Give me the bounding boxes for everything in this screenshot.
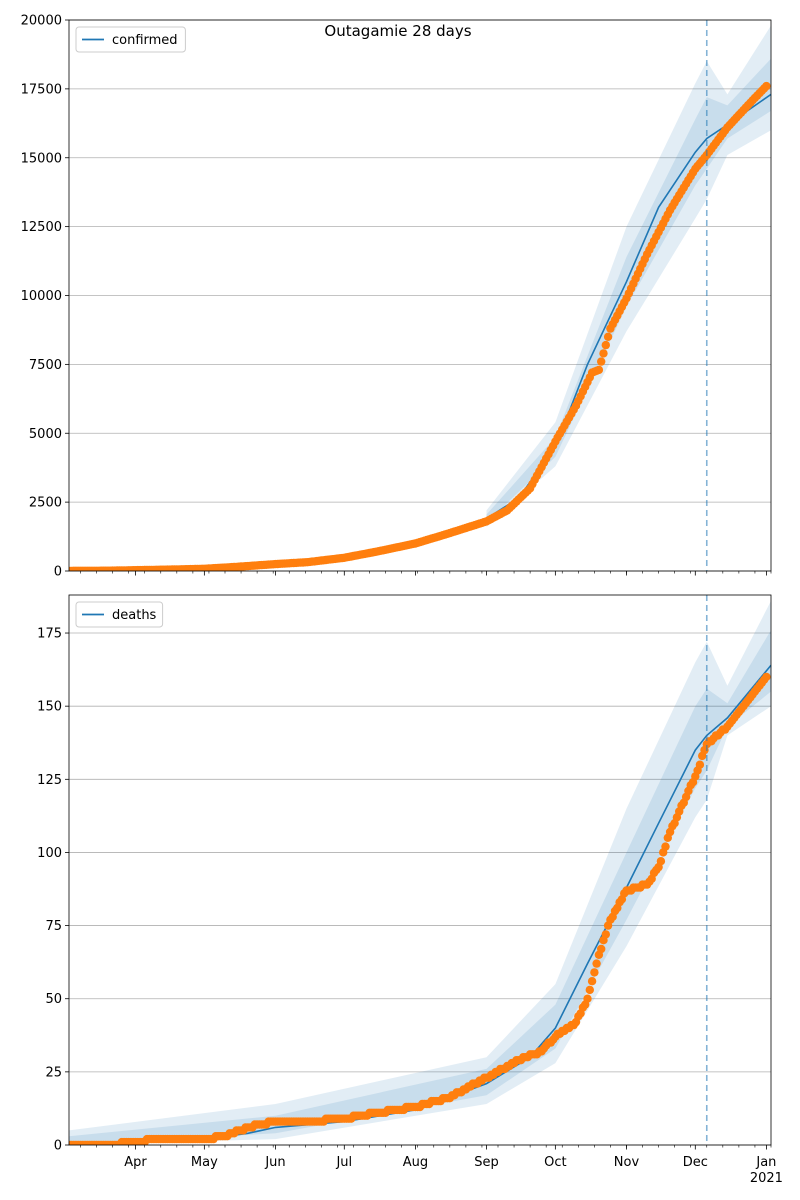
y-tick-label: 17500 — [21, 82, 62, 97]
y-tick-label: 0 — [54, 1139, 62, 1154]
y-tick-label: 100 — [37, 846, 62, 861]
x-tick-label: Sep — [474, 1155, 499, 1170]
legend: confirmed — [75, 26, 186, 53]
y-tick-label: 7500 — [29, 358, 62, 373]
y-tick-label: 20000 — [21, 14, 62, 29]
plot-area — [69, 25, 771, 571]
observed-point — [603, 332, 613, 341]
observed-point — [762, 672, 771, 682]
y-tick-label: 175 — [37, 627, 62, 642]
observed-point — [594, 365, 604, 375]
observed-point — [601, 930, 610, 939]
observed-points — [69, 672, 771, 1145]
observed-point — [592, 959, 601, 968]
y-tick-label: 0 — [54, 565, 62, 580]
legend-box — [75, 601, 164, 628]
legend-box — [75, 26, 186, 53]
observed-points — [69, 81, 771, 571]
observed-point — [585, 985, 594, 995]
y-tick-label: 12500 — [21, 220, 62, 235]
y-tick-label: 2500 — [29, 496, 62, 511]
plot-area — [69, 600, 771, 1145]
observed-point — [661, 842, 670, 851]
y-tick-label: 10000 — [21, 289, 62, 304]
legend: deaths — [75, 601, 164, 628]
x-tick-label: May — [191, 1155, 218, 1170]
y-tick-label: 15000 — [21, 151, 62, 166]
legend-label: confirmed — [112, 33, 178, 48]
observed-point — [597, 944, 606, 954]
y-tick-label: 75 — [45, 919, 62, 934]
x-tick-label: Nov — [614, 1155, 640, 1170]
x-tick-label: Jan — [755, 1155, 776, 1170]
x-tick-label: Jul — [335, 1155, 352, 1170]
y-tick-label: 150 — [37, 700, 62, 715]
observed-point — [597, 357, 606, 366]
y-tick-label: 5000 — [29, 427, 62, 442]
x-tick-label: Jun — [264, 1155, 285, 1170]
legend-label: deaths — [112, 608, 157, 623]
x-tick-label: Apr — [124, 1155, 147, 1170]
observed-point — [599, 349, 608, 358]
observed-point — [601, 340, 610, 350]
observed-point — [656, 857, 666, 866]
y-tick-label: 50 — [45, 992, 62, 1007]
y-tick-label: 125 — [37, 773, 62, 788]
figure-title: Outagamie 28 days — [324, 22, 471, 40]
x-tick-label: Aug — [403, 1155, 428, 1170]
x-year-label: 2021 — [750, 1171, 783, 1186]
deaths-panel: 0 25 50 75 100 125 150 175 Apr May Jun Jul Aug Sep Oct… — [37, 594, 783, 1186]
confirmed-panel: 0 2500 5000 7500 10000 12500 15000 17500 20000 co… — [21, 14, 772, 580]
y-tick-label: 25 — [45, 1065, 62, 1080]
observed-point — [762, 81, 771, 91]
x-tick-label: Oct — [544, 1155, 566, 1170]
uncertainty-band — [69, 630, 771, 1145]
observed-point — [695, 760, 705, 769]
observed-point — [590, 968, 599, 977]
observed-point — [583, 994, 592, 1003]
axes-frame — [68, 594, 772, 1146]
observed-point — [587, 977, 597, 986]
x-tick-label: Dec — [683, 1155, 708, 1170]
uncertainty-band — [69, 600, 771, 1145]
